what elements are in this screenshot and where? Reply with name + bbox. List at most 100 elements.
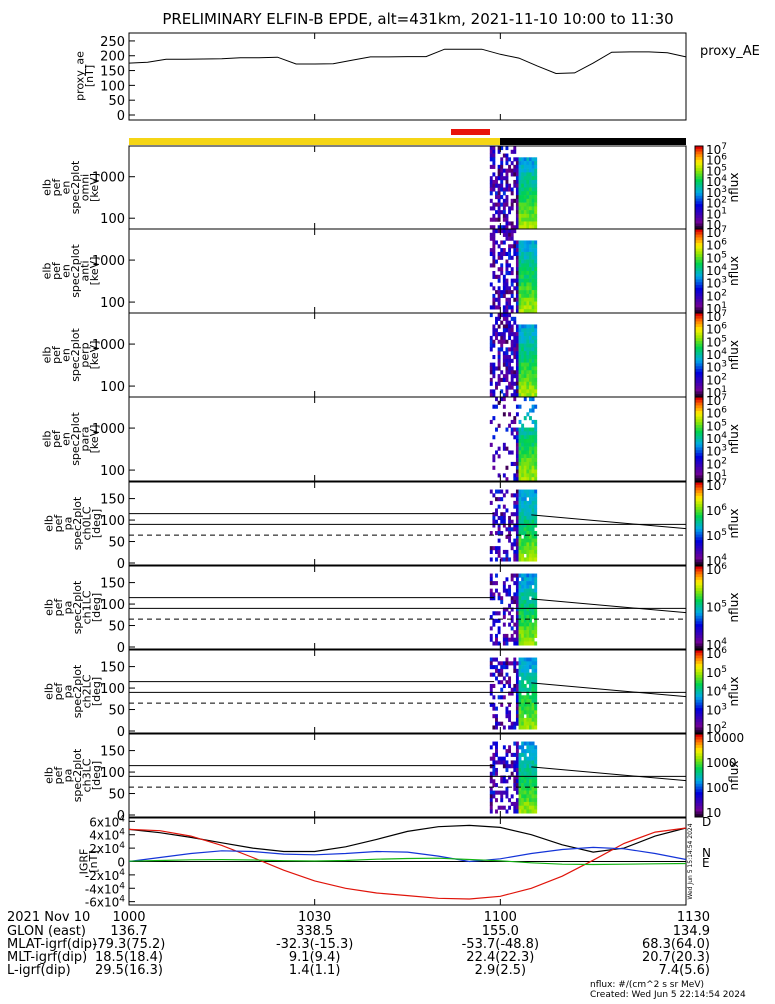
spectrogram-cell bbox=[523, 489, 527, 494]
spectrogram-cell bbox=[505, 665, 509, 670]
spectrogram-cell bbox=[497, 760, 501, 765]
spectrogram-cell bbox=[534, 286, 538, 291]
spectrogram-cell bbox=[515, 374, 519, 379]
spectrogram-cell bbox=[534, 442, 538, 447]
spectrogram-cell bbox=[529, 427, 532, 432]
colorbar-cell bbox=[695, 613, 703, 617]
colorbar-cell bbox=[695, 430, 703, 434]
spectrogram-cell bbox=[518, 240, 522, 245]
spectrogram-cell bbox=[500, 157, 504, 162]
colorbar-tick-label: 103 bbox=[706, 444, 727, 459]
spectrogram-cell bbox=[515, 176, 519, 181]
spectrogram-cell bbox=[531, 523, 535, 528]
spectrogram-cell bbox=[526, 374, 530, 379]
spectrogram-cell bbox=[497, 297, 501, 302]
spectrogram-cell bbox=[518, 221, 522, 226]
spectrogram-cell bbox=[523, 221, 527, 226]
spectrogram-cell bbox=[515, 771, 519, 776]
spectrogram-cell bbox=[497, 611, 501, 616]
spectrogram-cell bbox=[502, 274, 506, 279]
spectrogram-cell bbox=[508, 527, 512, 532]
spectrogram-cell bbox=[515, 801, 519, 806]
spectrogram-cell bbox=[529, 450, 532, 455]
spectrogram-cell bbox=[529, 553, 532, 558]
igrf-ytick-label: 0 bbox=[117, 856, 125, 870]
spectrogram-cell bbox=[534, 607, 538, 612]
spectrogram-cell bbox=[497, 446, 501, 451]
spectrogram-ylabel-1-line: en bbox=[59, 181, 72, 195]
spectrogram-cell bbox=[513, 146, 517, 151]
spectrogram-cell bbox=[529, 706, 532, 711]
spectrogram-cell bbox=[521, 439, 525, 444]
spectrogram-cell bbox=[531, 497, 535, 502]
spectrogram-ylabel-2-line: spec2plot bbox=[69, 244, 82, 298]
spectrogram-cell bbox=[534, 343, 538, 348]
spectrogram-cell bbox=[510, 370, 514, 375]
colorbar-cell bbox=[695, 769, 703, 774]
colorbar-cell bbox=[695, 453, 703, 457]
spectrogram-cell bbox=[505, 527, 509, 532]
spectrogram-cell bbox=[526, 775, 530, 780]
spectrogram-cell bbox=[523, 473, 527, 478]
spectrogram-cell bbox=[531, 473, 535, 478]
pa-ytick-label: 150 bbox=[100, 745, 125, 760]
spectrogram-cell bbox=[531, 592, 535, 597]
colorbar-tick-label: 107 bbox=[706, 478, 727, 493]
spectrogram-cell bbox=[515, 191, 519, 196]
ephemeris-value: -53.7(-48.8) bbox=[462, 937, 539, 952]
spectrogram-ytick-label: 1000 bbox=[92, 338, 125, 353]
spectrogram-cell bbox=[508, 362, 512, 367]
spectrogram-cell bbox=[529, 725, 532, 730]
spectrogram-cell bbox=[515, 798, 519, 803]
colorbar-cell bbox=[695, 772, 703, 776]
spectrogram-cell bbox=[500, 389, 504, 394]
spectrogram-cell bbox=[492, 332, 496, 337]
spectrogram-cell bbox=[502, 191, 506, 196]
spectrogram-cell bbox=[497, 198, 501, 203]
spectrogram-cell bbox=[523, 534, 527, 539]
spectrogram-cell bbox=[529, 523, 532, 528]
colorbar-cell bbox=[695, 677, 703, 681]
spectrogram-cell bbox=[534, 790, 538, 795]
colorbar-cell bbox=[695, 713, 703, 717]
spectrogram-cell bbox=[534, 775, 538, 780]
colorbar-cell bbox=[695, 758, 703, 763]
colorbar-cell bbox=[695, 637, 703, 642]
spectrogram-cell bbox=[518, 473, 522, 478]
spectrogram-cell bbox=[502, 615, 506, 620]
spectrogram-cell bbox=[502, 293, 506, 299]
spectrogram-cell bbox=[513, 164, 517, 169]
spectrogram-cell bbox=[508, 255, 512, 260]
spectrogram-cell bbox=[502, 676, 506, 681]
spectrogram-cell bbox=[497, 168, 501, 173]
spectrogram-cell bbox=[526, 473, 530, 478]
spectrogram-cell bbox=[515, 588, 519, 593]
spectrogram-cell bbox=[534, 573, 538, 578]
spectrogram-cell bbox=[508, 358, 512, 363]
spectrogram-cell bbox=[523, 603, 527, 608]
spectrogram-cell bbox=[523, 431, 527, 436]
spectrogram-cell bbox=[518, 454, 522, 459]
spectrogram-cell bbox=[523, 805, 527, 810]
spectrogram-cell bbox=[529, 790, 532, 795]
spectrogram-cell bbox=[497, 195, 501, 200]
spectrogram-cell bbox=[523, 794, 527, 799]
spectrogram-cell bbox=[500, 680, 504, 685]
spectrogram-cell bbox=[495, 581, 498, 586]
spectrogram-cell bbox=[515, 599, 519, 605]
colorbar-label-3: nflux bbox=[727, 340, 741, 370]
spectrogram-cell bbox=[492, 146, 496, 151]
proxy-ae-ytick-label: 200 bbox=[100, 50, 125, 65]
spectrogram-cell bbox=[508, 749, 512, 754]
spectrogram-ylabel-2-line: anti bbox=[78, 260, 91, 281]
spectrogram-cell bbox=[518, 668, 522, 673]
spectrogram-cell bbox=[500, 756, 504, 761]
spectrogram-cell bbox=[529, 385, 532, 390]
spectrogram-cell bbox=[523, 366, 527, 371]
ephemeris-value: 9.1(9.4) bbox=[289, 950, 341, 965]
colorbar-cell bbox=[695, 444, 703, 448]
spectrogram-cell bbox=[521, 577, 525, 582]
spectrogram-cell bbox=[531, 771, 535, 776]
spectrogram-cell bbox=[523, 198, 527, 203]
